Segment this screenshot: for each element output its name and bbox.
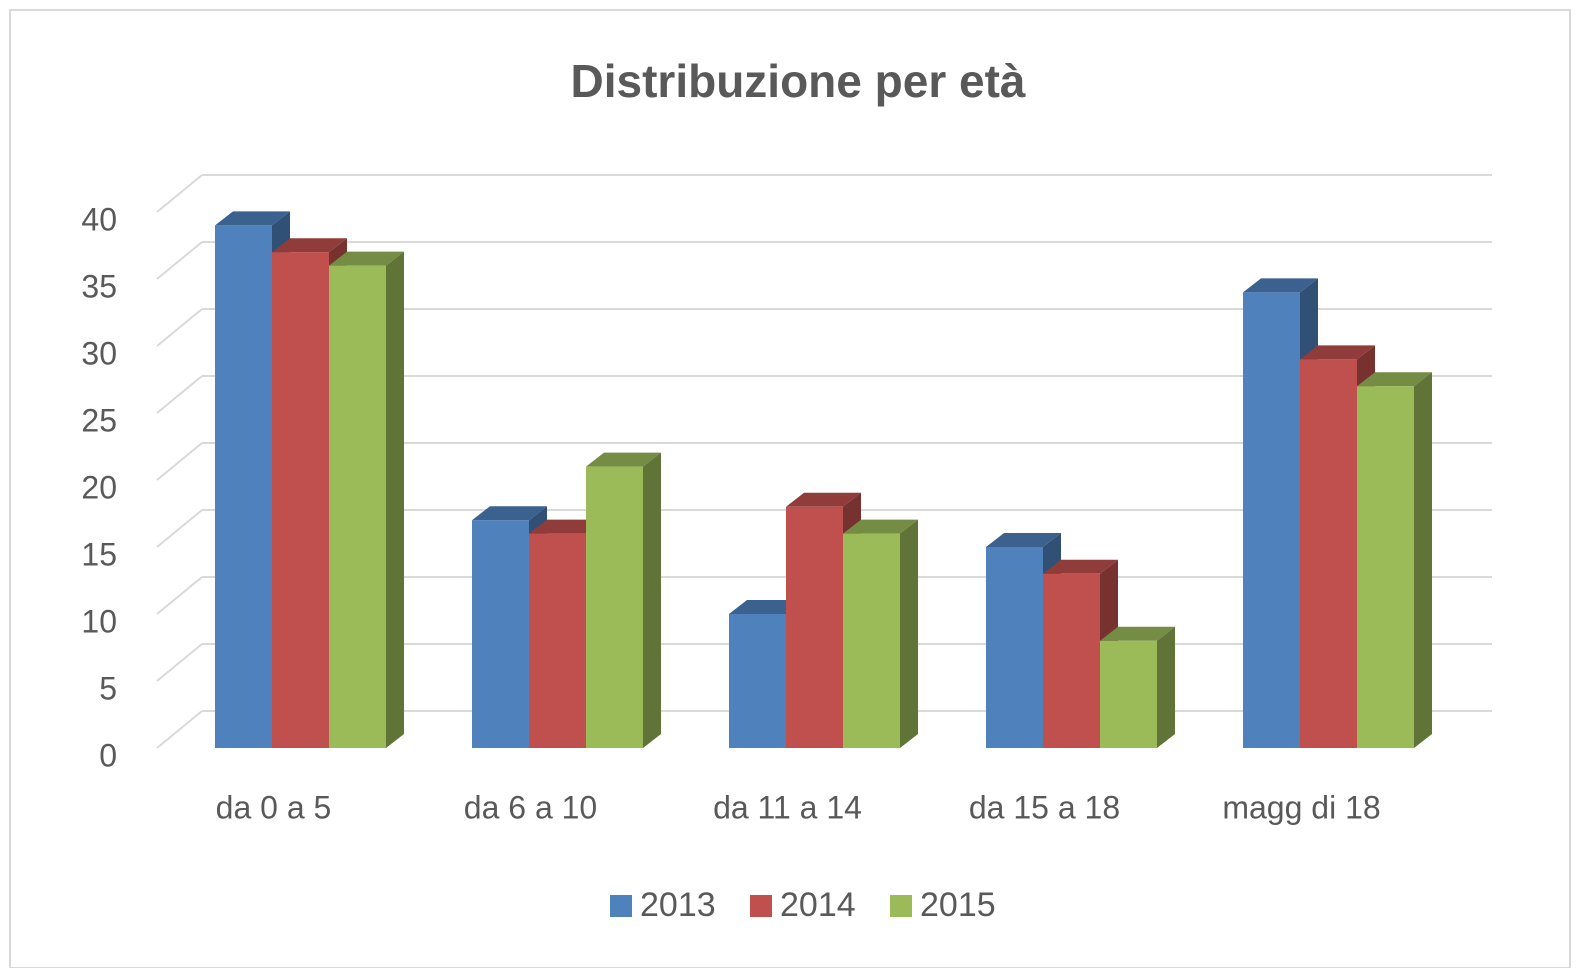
x-tick-label: magg di 18 (1222, 789, 1380, 825)
bar-top (529, 519, 604, 534)
x-tick-label: da 6 a 10 (464, 789, 597, 825)
bar-top (843, 519, 918, 534)
bar (329, 265, 386, 748)
legend-label: 2014 (780, 886, 856, 924)
bar-top (1357, 372, 1432, 387)
y-tick-label: 30 (81, 335, 117, 371)
bar (529, 533, 586, 748)
x-tick-label: da 0 a 5 (216, 789, 332, 825)
bar-side (1157, 626, 1175, 748)
bar-top (1043, 559, 1118, 574)
grid-line (156, 576, 203, 615)
bar (986, 547, 1043, 748)
bar-top (729, 600, 804, 614)
bar-side (1414, 372, 1432, 748)
legend-swatch (610, 895, 632, 917)
grid-line (156, 241, 203, 280)
y-tick-label: 20 (81, 469, 117, 505)
bar-top (1100, 626, 1175, 641)
y-tick-label: 40 (81, 201, 117, 237)
grid-line (156, 375, 203, 414)
y-tick-label: 5 (99, 670, 117, 706)
bar (1357, 386, 1414, 748)
bar-side (643, 452, 661, 748)
y-tick-label: 0 (99, 737, 117, 773)
bar-top (986, 533, 1061, 547)
bar (786, 506, 843, 748)
bar-top (215, 211, 290, 226)
grid-line (156, 710, 203, 749)
bar (1243, 292, 1300, 748)
y-tick-label: 10 (81, 603, 117, 639)
x-tick-label: da 15 a 18 (969, 789, 1120, 825)
legend-label: 2013 (640, 886, 716, 924)
bar-top (786, 492, 861, 507)
grid-line (156, 174, 203, 213)
legend-swatch (890, 895, 912, 917)
y-tick-label: 25 (81, 402, 117, 438)
bar-top (272, 238, 347, 253)
bar (1043, 573, 1100, 748)
bar (272, 252, 329, 748)
y-tick-label: 35 (81, 268, 117, 304)
y-tick-label: 15 (81, 536, 117, 572)
bar-top (329, 251, 404, 266)
bar (586, 466, 643, 748)
bar-side (386, 251, 404, 748)
bar-top (1243, 278, 1318, 293)
bar-top (1300, 345, 1375, 360)
bar-side (900, 519, 918, 748)
grid-line (156, 308, 203, 347)
bar (1300, 359, 1357, 748)
bar (843, 533, 900, 748)
bar-top (586, 452, 661, 467)
grid-line (156, 442, 203, 481)
chart-title: Distribuzione per età (571, 55, 1026, 107)
bar-top (472, 506, 547, 521)
grid-line (156, 509, 203, 548)
bar (215, 225, 272, 748)
x-tick-label: da 11 a 14 (713, 789, 862, 825)
legend-swatch (750, 895, 772, 917)
bar (1100, 640, 1157, 748)
bar (472, 520, 529, 748)
grid-line (156, 643, 203, 682)
bar (729, 614, 786, 748)
legend-label: 2015 (920, 886, 996, 924)
